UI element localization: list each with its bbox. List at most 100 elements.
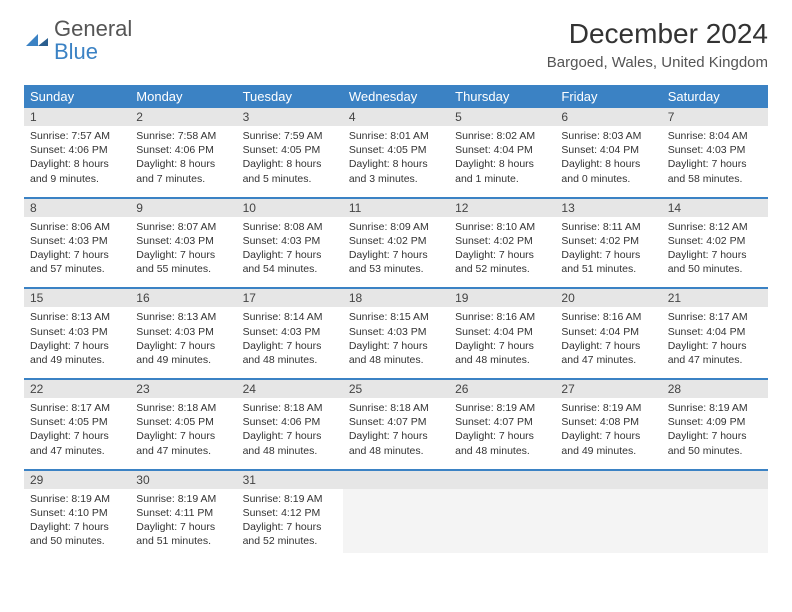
day-cell: 22Sunrise: 8:17 AMSunset: 4:05 PMDayligh…	[24, 379, 130, 464]
day-header: Wednesday	[343, 85, 449, 108]
day-number: 17	[237, 289, 343, 307]
day-header: Tuesday	[237, 85, 343, 108]
day-number: 7	[662, 108, 768, 126]
day-body: Sunrise: 8:01 AMSunset: 4:05 PMDaylight:…	[343, 126, 449, 192]
week-row: 29Sunrise: 8:19 AMSunset: 4:10 PMDayligh…	[24, 470, 768, 555]
day-cell: 29Sunrise: 8:19 AMSunset: 4:10 PMDayligh…	[24, 470, 130, 555]
day-cell: 4Sunrise: 8:01 AMSunset: 4:05 PMDaylight…	[343, 108, 449, 192]
day-cell: 5Sunrise: 8:02 AMSunset: 4:04 PMDaylight…	[449, 108, 555, 192]
day-cell: 26Sunrise: 8:19 AMSunset: 4:07 PMDayligh…	[449, 379, 555, 464]
day-body: Sunrise: 8:19 AMSunset: 4:08 PMDaylight:…	[555, 398, 661, 464]
title-block: December 2024 Bargoed, Wales, United Kin…	[547, 18, 768, 71]
day-cell: 25Sunrise: 8:18 AMSunset: 4:07 PMDayligh…	[343, 379, 449, 464]
calendar-header-row: SundayMondayTuesdayWednesdayThursdayFrid…	[24, 85, 768, 108]
day-cell: 30Sunrise: 8:19 AMSunset: 4:11 PMDayligh…	[130, 470, 236, 555]
logo-text-1: General	[54, 16, 132, 41]
day-cell: 2Sunrise: 7:58 AMSunset: 4:06 PMDaylight…	[130, 108, 236, 192]
day-number: 5	[449, 108, 555, 126]
logo-icon	[24, 26, 50, 57]
day-number: 21	[662, 289, 768, 307]
week-row: 22Sunrise: 8:17 AMSunset: 4:05 PMDayligh…	[24, 379, 768, 464]
day-body: Sunrise: 8:07 AMSunset: 4:03 PMDaylight:…	[130, 217, 236, 283]
day-cell: 23Sunrise: 8:18 AMSunset: 4:05 PMDayligh…	[130, 379, 236, 464]
location: Bargoed, Wales, United Kingdom	[547, 54, 768, 71]
day-body: Sunrise: 8:14 AMSunset: 4:03 PMDaylight:…	[237, 307, 343, 373]
day-body: Sunrise: 8:18 AMSunset: 4:06 PMDaylight:…	[237, 398, 343, 464]
day-cell: 9Sunrise: 8:07 AMSunset: 4:03 PMDaylight…	[130, 198, 236, 283]
day-cell	[555, 470, 661, 555]
day-cell: 12Sunrise: 8:10 AMSunset: 4:02 PMDayligh…	[449, 198, 555, 283]
day-header: Thursday	[449, 85, 555, 108]
day-cell: 27Sunrise: 8:19 AMSunset: 4:08 PMDayligh…	[555, 379, 661, 464]
day-number: 10	[237, 199, 343, 217]
day-number: 11	[343, 199, 449, 217]
day-header: Friday	[555, 85, 661, 108]
day-body: Sunrise: 8:19 AMSunset: 4:12 PMDaylight:…	[237, 489, 343, 555]
day-cell: 24Sunrise: 8:18 AMSunset: 4:06 PMDayligh…	[237, 379, 343, 464]
day-body: Sunrise: 8:13 AMSunset: 4:03 PMDaylight:…	[130, 307, 236, 373]
day-number: 26	[449, 380, 555, 398]
day-number: 9	[130, 199, 236, 217]
day-number: 12	[449, 199, 555, 217]
day-cell: 3Sunrise: 7:59 AMSunset: 4:05 PMDaylight…	[237, 108, 343, 192]
day-number: 1	[24, 108, 130, 126]
day-cell: 8Sunrise: 8:06 AMSunset: 4:03 PMDaylight…	[24, 198, 130, 283]
week-row: 8Sunrise: 8:06 AMSunset: 4:03 PMDaylight…	[24, 198, 768, 283]
day-cell: 13Sunrise: 8:11 AMSunset: 4:02 PMDayligh…	[555, 198, 661, 283]
day-body: Sunrise: 8:16 AMSunset: 4:04 PMDaylight:…	[449, 307, 555, 373]
day-cell	[449, 470, 555, 555]
day-cell: 20Sunrise: 8:16 AMSunset: 4:04 PMDayligh…	[555, 288, 661, 373]
day-number: 29	[24, 471, 130, 489]
day-number: 14	[662, 199, 768, 217]
day-number: 16	[130, 289, 236, 307]
day-cell: 11Sunrise: 8:09 AMSunset: 4:02 PMDayligh…	[343, 198, 449, 283]
header: General Blue December 2024 Bargoed, Wale…	[24, 18, 768, 71]
day-body: Sunrise: 8:16 AMSunset: 4:04 PMDaylight:…	[555, 307, 661, 373]
day-body: Sunrise: 8:19 AMSunset: 4:11 PMDaylight:…	[130, 489, 236, 555]
day-number: 4	[343, 108, 449, 126]
day-cell: 15Sunrise: 8:13 AMSunset: 4:03 PMDayligh…	[24, 288, 130, 373]
day-body: Sunrise: 8:19 AMSunset: 4:09 PMDaylight:…	[662, 398, 768, 464]
day-cell: 16Sunrise: 8:13 AMSunset: 4:03 PMDayligh…	[130, 288, 236, 373]
week-row: 1Sunrise: 7:57 AMSunset: 4:06 PMDaylight…	[24, 108, 768, 192]
day-body: Sunrise: 8:03 AMSunset: 4:04 PMDaylight:…	[555, 126, 661, 192]
calendar-body: 1Sunrise: 7:57 AMSunset: 4:06 PMDaylight…	[24, 108, 768, 554]
day-number: 30	[130, 471, 236, 489]
day-body: Sunrise: 8:19 AMSunset: 4:10 PMDaylight:…	[24, 489, 130, 555]
day-cell: 31Sunrise: 8:19 AMSunset: 4:12 PMDayligh…	[237, 470, 343, 555]
day-body: Sunrise: 8:13 AMSunset: 4:03 PMDaylight:…	[24, 307, 130, 373]
day-cell: 18Sunrise: 8:15 AMSunset: 4:03 PMDayligh…	[343, 288, 449, 373]
logo-text-2: Blue	[54, 39, 98, 64]
day-body: Sunrise: 8:18 AMSunset: 4:07 PMDaylight:…	[343, 398, 449, 464]
day-body: Sunrise: 8:04 AMSunset: 4:03 PMDaylight:…	[662, 126, 768, 192]
logo-text: General Blue	[54, 18, 132, 64]
day-cell: 17Sunrise: 8:14 AMSunset: 4:03 PMDayligh…	[237, 288, 343, 373]
day-body: Sunrise: 8:02 AMSunset: 4:04 PMDaylight:…	[449, 126, 555, 192]
logo: General Blue	[24, 18, 132, 64]
day-body: Sunrise: 8:15 AMSunset: 4:03 PMDaylight:…	[343, 307, 449, 373]
day-number: 20	[555, 289, 661, 307]
day-number: 19	[449, 289, 555, 307]
day-cell: 19Sunrise: 8:16 AMSunset: 4:04 PMDayligh…	[449, 288, 555, 373]
day-body: Sunrise: 8:17 AMSunset: 4:04 PMDaylight:…	[662, 307, 768, 373]
day-header: Sunday	[24, 85, 130, 108]
day-number: 28	[662, 380, 768, 398]
day-number: 3	[237, 108, 343, 126]
day-header: Monday	[130, 85, 236, 108]
day-header: Saturday	[662, 85, 768, 108]
day-body: Sunrise: 8:18 AMSunset: 4:05 PMDaylight:…	[130, 398, 236, 464]
day-number: 15	[24, 289, 130, 307]
day-body: Sunrise: 8:19 AMSunset: 4:07 PMDaylight:…	[449, 398, 555, 464]
day-cell: 10Sunrise: 8:08 AMSunset: 4:03 PMDayligh…	[237, 198, 343, 283]
week-row: 15Sunrise: 8:13 AMSunset: 4:03 PMDayligh…	[24, 288, 768, 373]
day-cell: 7Sunrise: 8:04 AMSunset: 4:03 PMDaylight…	[662, 108, 768, 192]
day-number: 27	[555, 380, 661, 398]
calendar: SundayMondayTuesdayWednesdayThursdayFrid…	[24, 85, 768, 554]
page-title: December 2024	[547, 18, 768, 50]
day-body: Sunrise: 8:06 AMSunset: 4:03 PMDaylight:…	[24, 217, 130, 283]
day-number: 22	[24, 380, 130, 398]
day-body: Sunrise: 7:57 AMSunset: 4:06 PMDaylight:…	[24, 126, 130, 192]
day-number: 18	[343, 289, 449, 307]
day-body: Sunrise: 8:09 AMSunset: 4:02 PMDaylight:…	[343, 217, 449, 283]
day-body: Sunrise: 7:58 AMSunset: 4:06 PMDaylight:…	[130, 126, 236, 192]
